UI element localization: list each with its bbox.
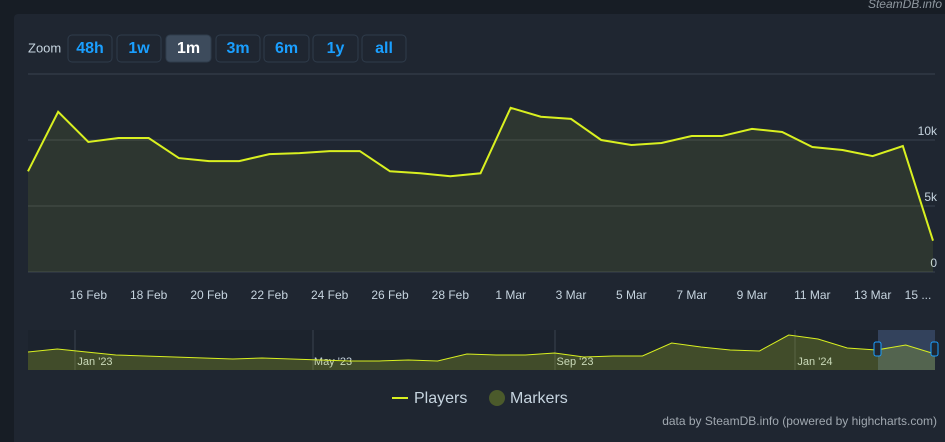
navigator-handle[interactable] (930, 341, 939, 357)
x-tick-label: 24 Feb (311, 288, 349, 302)
navigator-label: Jan '24 (797, 356, 832, 368)
zoom-button[interactable] (67, 34, 113, 63)
x-tick-label: 13 Mar (854, 288, 891, 302)
zoom-button-label[interactable]: 1m (177, 40, 200, 57)
x-tick-label: 22 Feb (251, 288, 289, 302)
zoom-button[interactable] (165, 34, 212, 63)
navigator-bg (28, 330, 935, 370)
zoom-button[interactable] (116, 34, 162, 63)
x-tick-label: 20 Feb (190, 288, 228, 302)
x-tick-label: 1 Mar (495, 288, 526, 302)
navigator-handle[interactable] (873, 341, 882, 357)
zoom-button[interactable] (361, 34, 407, 63)
site-name: SteamDB.info (868, 0, 942, 11)
y-tick-label: 10k (918, 124, 938, 138)
navigator-area (28, 335, 935, 370)
legend-label[interactable]: Players (414, 390, 467, 407)
zoom-button-label[interactable]: 3m (226, 40, 249, 57)
zoom-label: Zoom (28, 40, 61, 55)
zoom-button[interactable] (215, 34, 261, 63)
navigator-label: Jan '23 (77, 356, 112, 368)
area (28, 107, 933, 273)
credit: data by SteamDB.info (powered by highcha… (662, 414, 937, 428)
zoom-button[interactable] (263, 34, 310, 63)
zoom-button-label[interactable]: all (375, 40, 393, 57)
x-tick-label: 26 Feb (371, 288, 409, 302)
x-tick-label: 18 Feb (130, 288, 168, 302)
legend-label[interactable]: Markers (510, 390, 568, 407)
navigator-label: May '23 (314, 356, 352, 368)
zoom-button-label[interactable]: 1w (128, 40, 150, 57)
zoom-button-label[interactable]: 48h (76, 40, 104, 57)
x-tick-label: 11 Mar (794, 288, 830, 302)
x-tick-label: 3 Mar (556, 288, 587, 302)
x-tick-label: 16 Feb (70, 288, 108, 302)
x-tick-label: 5 Mar (616, 288, 647, 302)
y-tick-label: 0 (930, 256, 937, 270)
zoom-button-label[interactable]: 6m (275, 40, 298, 57)
zoom-button[interactable] (312, 34, 359, 63)
navigator-label: Sep '23 (557, 356, 594, 368)
x-tick-label: 7 Mar (676, 288, 707, 302)
x-tick-label: 15 ... (905, 288, 932, 302)
navigator-line (27, 334, 936, 362)
x-tick-label: 9 Mar (737, 288, 768, 302)
x-tick-label: 28 Feb (432, 288, 470, 302)
legend-marker (489, 390, 505, 406)
zoom-button-label[interactable]: 1y (327, 40, 345, 57)
navigator-selection (878, 330, 935, 370)
line (27, 106, 934, 242)
y-tick-label: 5k (924, 190, 938, 204)
